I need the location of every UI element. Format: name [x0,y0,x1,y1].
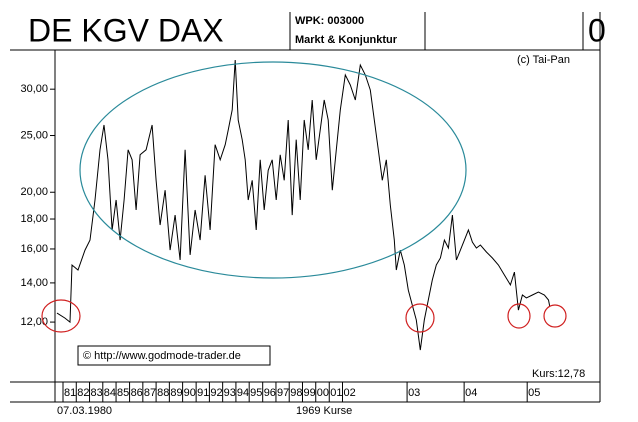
x-tick-label: 90 [184,387,196,399]
group: Markt & Konjunktur [295,34,398,46]
x-tick-label: 01 [330,387,342,399]
x-tick-label: 88 [157,387,169,399]
chart-title: DE KGV DAX [28,12,224,48]
wpk: WPK: 003000 [295,15,364,27]
count-label: 1969 Kurse [296,405,352,417]
x-tick-label: 00 [317,387,329,399]
copyright: (c) Tai-Pan [517,54,570,66]
x-tick-label: 86 [131,387,143,399]
x-tick-label: 94 [237,387,249,399]
y-tick-label: 16,00 [20,243,48,255]
y-tick-label: 20,00 [20,186,48,198]
x-tick-label: 97 [277,387,289,399]
x-tick-label: 98 [290,387,302,399]
y-tick-label: 14,00 [20,277,48,289]
x-tick-label: 83 [91,387,103,399]
x-tick-label: 87 [144,387,156,399]
highlight-circle [41,299,81,333]
highlight-ellipse [79,61,467,279]
x-tick-label: 99 [303,387,315,399]
x-tick-label: 89 [170,387,182,399]
header-fragment: 0 [588,12,606,48]
watermark-box [77,345,271,366]
x-tick-label: 03 [408,387,420,399]
x-tick-label: 82 [77,387,89,399]
highlight-circle [507,303,531,329]
y-tick-label: 18,00 [20,213,48,225]
y-tick-label: 25,00 [20,129,48,141]
x-tick-label: 04 [465,387,477,399]
x-tick-label: 85 [117,387,129,399]
x-tick-label: 93 [224,387,236,399]
x-tick-label: 96 [264,387,276,399]
watermark: © http://www.godmode-trader.de [83,350,241,362]
last-price: Kurs:12,78 [532,368,585,380]
x-tick-label: 95 [250,387,262,399]
x-tick-label: 84 [104,387,116,399]
start-date: 07.03.1980 [57,405,112,417]
y-tick-label: 12,00 [20,316,48,328]
x-tick-label: 81 [64,387,76,399]
x-tick-label: 02 [344,387,356,399]
x-tick-label: 05 [528,387,540,399]
highlight-circle [405,303,435,333]
highlight-circle [543,304,567,328]
x-tick-label: 91 [197,387,209,399]
y-tick-label: 30,00 [20,83,48,95]
price-line [56,59,551,351]
x-tick-label: 92 [210,387,222,399]
